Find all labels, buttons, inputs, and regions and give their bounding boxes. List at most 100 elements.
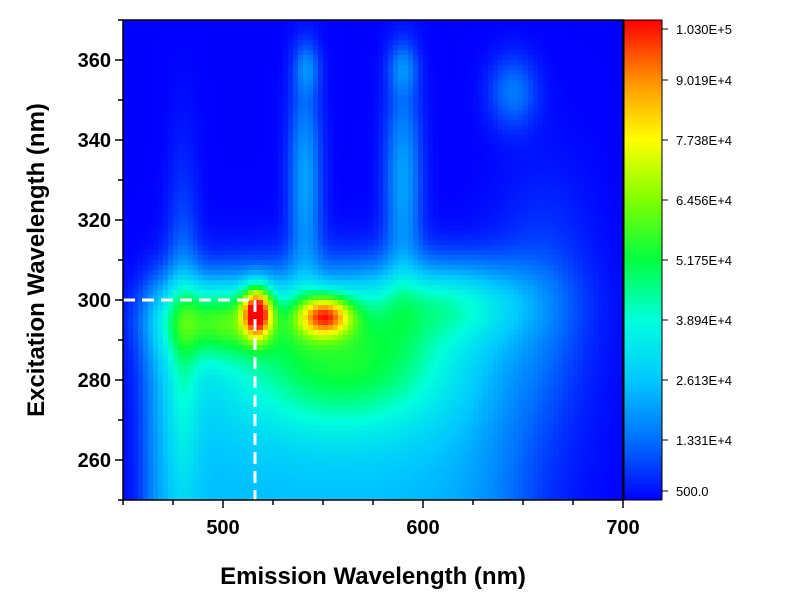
heatmap-cell: [443, 40, 449, 46]
heatmap-cell: [263, 80, 269, 86]
heatmap-cell: [588, 45, 594, 51]
heatmap-cell: [128, 240, 134, 246]
heatmap-cell: [333, 135, 339, 141]
heatmap-cell: [308, 75, 314, 81]
heatmap-cell: [243, 50, 249, 56]
heatmap-cell: [348, 265, 354, 271]
heatmap-cell: [518, 210, 524, 216]
heatmap-cell: [553, 20, 559, 26]
heatmap-cell: [433, 240, 439, 246]
heatmap-cell: [428, 180, 434, 186]
heatmap-cell: [123, 45, 129, 51]
heatmap-cell: [613, 55, 619, 61]
heatmap-cell: [238, 150, 244, 156]
heatmap-cell: [453, 255, 459, 261]
heatmap-cell: [358, 55, 364, 61]
heatmap-cell: [148, 125, 154, 131]
heatmap-cell: [588, 65, 594, 71]
heatmap-cell: [223, 225, 229, 231]
heatmap-cell: [343, 30, 349, 36]
heatmap-cell: [423, 225, 429, 231]
heatmap-cell: [543, 180, 549, 186]
heatmap-cell: [473, 200, 479, 206]
heatmap-cell: [153, 30, 159, 36]
heatmap-cell: [178, 170, 184, 176]
heatmap-cell: [508, 80, 514, 86]
heatmap-cell: [358, 130, 364, 136]
heatmap-cell: [488, 25, 494, 31]
heatmap-cell: [303, 105, 309, 111]
heatmap-cell: [588, 240, 594, 246]
heatmap-cell: [243, 110, 249, 116]
heatmap-cell: [213, 50, 219, 56]
heatmap-cell: [303, 100, 309, 106]
heatmap-cell: [168, 65, 174, 71]
heatmap-cell: [183, 115, 189, 121]
heatmap-cell: [153, 185, 159, 191]
heatmap-cell: [243, 250, 249, 256]
heatmap-cell: [203, 265, 209, 271]
heatmap-cell: [338, 65, 344, 71]
heatmap-cell: [393, 200, 399, 206]
heatmap-cell: [593, 180, 599, 186]
heatmap-cell: [223, 205, 229, 211]
heatmap-cell: [238, 175, 244, 181]
heatmap-cell: [558, 240, 564, 246]
heatmap-cell: [558, 195, 564, 201]
heatmap-cell: [548, 180, 554, 186]
heatmap-cell: [578, 115, 584, 121]
heatmap-cell: [458, 170, 464, 176]
heatmap-cell: [373, 220, 379, 226]
heatmap-cell: [328, 260, 334, 266]
heatmap-cell: [233, 40, 239, 46]
heatmap-cell: [508, 45, 514, 51]
heatmap-cell: [363, 110, 369, 116]
heatmap-cell: [448, 250, 454, 256]
heatmap-cell: [403, 165, 409, 171]
heatmap-cell: [548, 265, 554, 271]
heatmap-cell: [258, 195, 264, 201]
heatmap-cell: [548, 25, 554, 31]
heatmap-cell: [278, 250, 284, 256]
heatmap-cell: [483, 210, 489, 216]
heatmap-cell: [408, 170, 414, 176]
heatmap-cell: [293, 115, 299, 121]
heatmap-cell: [408, 150, 414, 156]
heatmap-cell: [603, 85, 609, 91]
heatmap-cell: [533, 100, 539, 106]
heatmap-cell: [203, 215, 209, 221]
heatmap-cell: [523, 80, 529, 86]
heatmap-cell: [548, 165, 554, 171]
heatmap-cell: [438, 225, 444, 231]
heatmap-cell: [518, 125, 524, 131]
heatmap-cell: [443, 225, 449, 231]
heatmap-cell: [318, 120, 324, 126]
heatmap-cell: [293, 210, 299, 216]
heatmap-cell: [573, 70, 579, 76]
heatmap-cell: [603, 55, 609, 61]
heatmap-cell: [278, 55, 284, 61]
heatmap-cell: [453, 30, 459, 36]
heatmap-cell: [553, 140, 559, 146]
heatmap-cell: [513, 155, 519, 161]
heatmap-cell: [618, 65, 623, 71]
heatmap-cell: [313, 40, 319, 46]
heatmap-cell: [308, 40, 314, 46]
heatmap-cell: [563, 215, 569, 221]
heatmap-cell: [343, 40, 349, 46]
heatmap-cell: [448, 205, 454, 211]
heatmap-cell: [593, 50, 599, 56]
heatmap-cell: [428, 245, 434, 251]
heatmap-cell: [528, 70, 534, 76]
heatmap-cell: [468, 170, 474, 176]
heatmap-cell: [518, 40, 524, 46]
heatmap-cell: [348, 50, 354, 56]
heatmap-cell: [363, 100, 369, 106]
heatmap-cell: [283, 140, 289, 146]
heatmap-cell: [333, 165, 339, 171]
heatmap-cell: [513, 195, 519, 201]
heatmap-cell: [608, 185, 614, 191]
heatmap-cell: [553, 265, 559, 271]
heatmap-cell: [203, 120, 209, 126]
heatmap-cell: [328, 130, 334, 136]
